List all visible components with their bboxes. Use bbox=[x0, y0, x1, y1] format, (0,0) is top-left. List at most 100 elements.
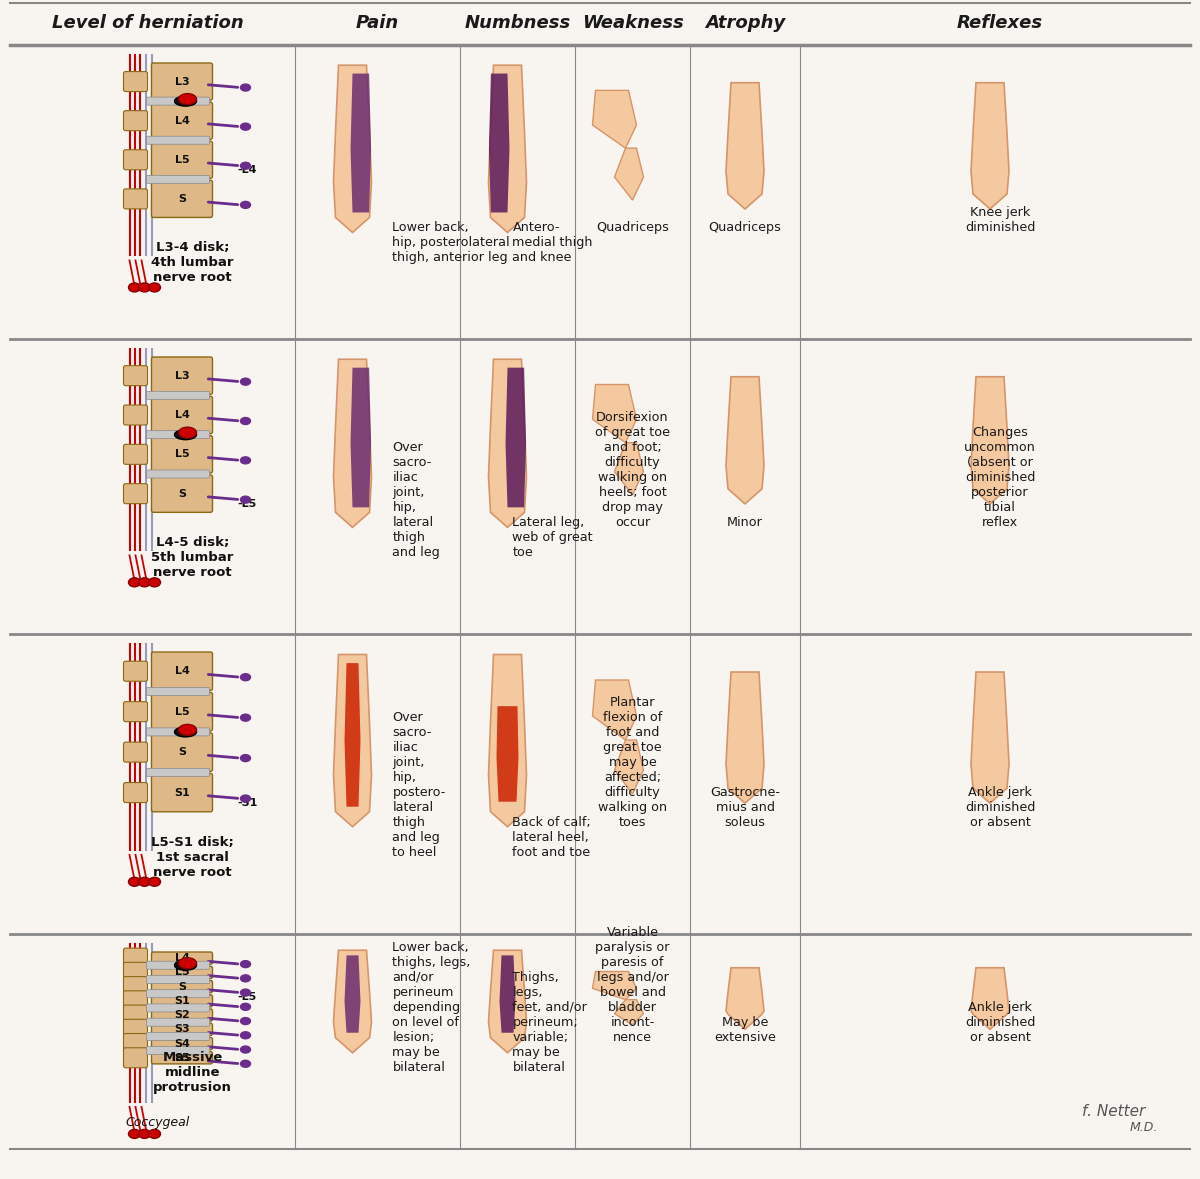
Ellipse shape bbox=[174, 429, 197, 440]
Text: Knee jerk
diminished: Knee jerk diminished bbox=[965, 206, 1036, 233]
Polygon shape bbox=[593, 680, 636, 740]
FancyBboxPatch shape bbox=[124, 483, 148, 503]
Text: Over
sacro-
iliac
joint,
hip,
postero-
lateral
thigh
and leg
to heel: Over sacro- iliac joint, hip, postero- l… bbox=[392, 711, 446, 859]
Text: S5: S5 bbox=[175, 1053, 191, 1062]
Ellipse shape bbox=[240, 163, 251, 170]
FancyBboxPatch shape bbox=[124, 1005, 148, 1025]
Polygon shape bbox=[488, 73, 510, 212]
Text: L4: L4 bbox=[175, 410, 190, 420]
Ellipse shape bbox=[128, 1129, 140, 1139]
Text: Ankle jerk
diminished
or absent: Ankle jerk diminished or absent bbox=[965, 786, 1036, 829]
Text: Variable
paralysis or
paresis of
legs and/or
bowel and
bladder
incont-
nence: Variable paralysis or paresis of legs an… bbox=[595, 926, 670, 1043]
Text: L4-5 disk;
5th lumbar
nerve root: L4-5 disk; 5th lumbar nerve root bbox=[151, 536, 234, 579]
Text: May be
extensive: May be extensive bbox=[714, 1016, 776, 1043]
Text: L5: L5 bbox=[175, 706, 190, 717]
Text: -L4: -L4 bbox=[238, 165, 257, 174]
Ellipse shape bbox=[240, 714, 251, 722]
Ellipse shape bbox=[179, 93, 197, 105]
Ellipse shape bbox=[174, 97, 197, 106]
Text: L4: L4 bbox=[175, 116, 190, 126]
FancyBboxPatch shape bbox=[124, 72, 148, 92]
Polygon shape bbox=[334, 65, 372, 232]
Ellipse shape bbox=[179, 724, 197, 736]
Ellipse shape bbox=[240, 673, 251, 680]
FancyBboxPatch shape bbox=[151, 103, 212, 139]
Polygon shape bbox=[737, 88, 754, 189]
FancyBboxPatch shape bbox=[146, 989, 210, 997]
Ellipse shape bbox=[174, 960, 197, 970]
FancyBboxPatch shape bbox=[151, 995, 212, 1007]
FancyBboxPatch shape bbox=[124, 742, 148, 762]
Polygon shape bbox=[614, 1000, 643, 1025]
Text: L5: L5 bbox=[175, 449, 190, 460]
Polygon shape bbox=[505, 368, 526, 507]
FancyBboxPatch shape bbox=[151, 733, 212, 771]
Text: f. Netter: f. Netter bbox=[1081, 1104, 1145, 1119]
Ellipse shape bbox=[149, 1129, 161, 1139]
Polygon shape bbox=[737, 679, 754, 783]
FancyBboxPatch shape bbox=[124, 150, 148, 170]
FancyBboxPatch shape bbox=[146, 137, 210, 144]
Polygon shape bbox=[726, 83, 764, 209]
Ellipse shape bbox=[138, 283, 150, 292]
Ellipse shape bbox=[240, 755, 251, 762]
FancyBboxPatch shape bbox=[151, 475, 212, 513]
Polygon shape bbox=[737, 970, 754, 1009]
Text: -S1: -S1 bbox=[238, 797, 258, 808]
Text: S4: S4 bbox=[174, 1039, 191, 1048]
Polygon shape bbox=[344, 663, 360, 806]
Text: Reflexes: Reflexes bbox=[956, 13, 1043, 32]
FancyBboxPatch shape bbox=[124, 1020, 148, 1040]
FancyBboxPatch shape bbox=[151, 1052, 212, 1063]
Polygon shape bbox=[982, 679, 998, 783]
Ellipse shape bbox=[149, 283, 161, 292]
Ellipse shape bbox=[240, 989, 251, 996]
FancyBboxPatch shape bbox=[151, 1023, 212, 1035]
Text: L3-4 disk;
4th lumbar
nerve root: L3-4 disk; 4th lumbar nerve root bbox=[151, 241, 234, 284]
Polygon shape bbox=[737, 383, 754, 483]
FancyBboxPatch shape bbox=[146, 1033, 210, 1040]
FancyBboxPatch shape bbox=[151, 773, 212, 812]
Text: Atrophy: Atrophy bbox=[704, 13, 785, 32]
Ellipse shape bbox=[240, 456, 251, 463]
FancyBboxPatch shape bbox=[151, 180, 212, 217]
Polygon shape bbox=[982, 88, 998, 189]
Text: Antero-
medial thigh
and knee: Antero- medial thigh and knee bbox=[512, 220, 593, 264]
FancyBboxPatch shape bbox=[146, 470, 210, 477]
FancyBboxPatch shape bbox=[124, 189, 148, 209]
Text: S2: S2 bbox=[175, 1010, 191, 1020]
FancyBboxPatch shape bbox=[124, 406, 148, 424]
FancyBboxPatch shape bbox=[124, 661, 148, 681]
Text: Coccygeal: Coccygeal bbox=[125, 1117, 190, 1129]
Polygon shape bbox=[726, 968, 764, 1029]
FancyBboxPatch shape bbox=[151, 357, 212, 394]
Text: Level of herniation: Level of herniation bbox=[52, 13, 244, 32]
FancyBboxPatch shape bbox=[151, 951, 212, 964]
Text: S: S bbox=[179, 488, 186, 499]
Polygon shape bbox=[488, 950, 527, 1053]
FancyBboxPatch shape bbox=[124, 948, 148, 968]
Text: L3: L3 bbox=[175, 370, 190, 381]
Text: Quadriceps: Quadriceps bbox=[596, 220, 668, 233]
Ellipse shape bbox=[240, 496, 251, 503]
FancyBboxPatch shape bbox=[146, 1047, 210, 1055]
Text: Ankle jerk
diminished
or absent: Ankle jerk diminished or absent bbox=[965, 1001, 1036, 1043]
FancyBboxPatch shape bbox=[151, 981, 212, 993]
FancyBboxPatch shape bbox=[146, 961, 210, 969]
Ellipse shape bbox=[138, 578, 150, 587]
FancyBboxPatch shape bbox=[146, 769, 210, 776]
FancyBboxPatch shape bbox=[124, 1048, 148, 1068]
Polygon shape bbox=[350, 368, 371, 507]
FancyBboxPatch shape bbox=[124, 444, 148, 465]
Polygon shape bbox=[971, 672, 1009, 803]
Ellipse shape bbox=[240, 1003, 251, 1010]
FancyBboxPatch shape bbox=[146, 687, 210, 696]
Polygon shape bbox=[334, 654, 372, 826]
FancyBboxPatch shape bbox=[124, 702, 148, 722]
Ellipse shape bbox=[240, 1017, 251, 1025]
FancyBboxPatch shape bbox=[151, 141, 212, 178]
Polygon shape bbox=[593, 384, 636, 442]
Text: Lower back,
thighs, legs,
and/or
perineum
depending
on level of
lesion;
may be
b: Lower back, thighs, legs, and/or perineu… bbox=[392, 941, 470, 1074]
FancyBboxPatch shape bbox=[151, 1009, 212, 1021]
Text: Weakness: Weakness bbox=[582, 13, 683, 32]
